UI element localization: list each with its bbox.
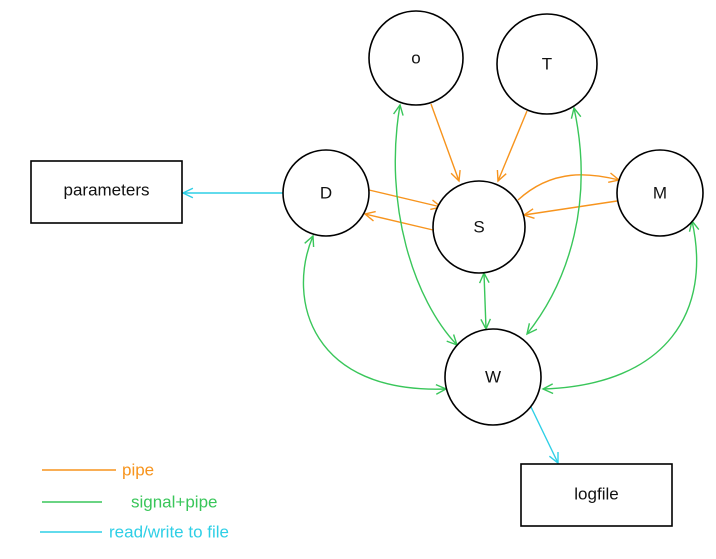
edge-t-to-s bbox=[497, 110, 528, 182]
legend: pipe signal+pipe read/write to file bbox=[40, 461, 229, 542]
edge-s-to-m bbox=[517, 174, 620, 201]
node-t-circle bbox=[496, 13, 598, 115]
node-m-label: M bbox=[653, 184, 667, 203]
nodes-layer: o T D S M W parameters logfile bbox=[30, 10, 704, 527]
edge-w-to-logfile-arrowhead bbox=[548, 452, 559, 465]
node-m: M bbox=[616, 149, 704, 237]
node-s-label: S bbox=[473, 218, 484, 237]
node-w-circle bbox=[444, 328, 542, 426]
edge-d-to-w bbox=[302, 235, 447, 390]
edge-t-to-w-arrowhead-start bbox=[570, 106, 582, 119]
box-parameters-rect bbox=[30, 160, 183, 224]
node-o: o bbox=[368, 10, 464, 106]
node-w-label: W bbox=[485, 368, 501, 387]
edge-s-to-d-arrowhead bbox=[363, 210, 376, 222]
node-d: D bbox=[282, 149, 370, 237]
edge-d-to-s bbox=[368, 189, 442, 208]
box-logfile: logfile bbox=[520, 463, 673, 527]
node-d-circle bbox=[282, 149, 370, 237]
node-w: W bbox=[444, 328, 542, 426]
node-o-label: o bbox=[411, 49, 420, 68]
edge-o-to-s-arrowhead bbox=[450, 170, 461, 183]
edge-t-to-w bbox=[526, 107, 582, 335]
node-t: T bbox=[496, 13, 598, 115]
edge-d-to-parameters-arrowhead bbox=[181, 187, 194, 199]
node-d-label: D bbox=[320, 184, 332, 203]
node-t-label: T bbox=[542, 55, 552, 74]
legend-label-file: read/write to file bbox=[109, 523, 229, 542]
box-logfile-rect bbox=[520, 463, 673, 527]
edge-o-to-w bbox=[394, 104, 458, 346]
legend-label-signal-pipe: signal+pipe bbox=[131, 493, 218, 512]
node-m-circle bbox=[616, 149, 704, 237]
edge-m-to-w-arrowhead bbox=[541, 383, 554, 395]
node-o-circle bbox=[368, 10, 464, 106]
node-s: S bbox=[432, 180, 526, 274]
edge-s-to-w bbox=[483, 272, 487, 330]
node-s-circle bbox=[432, 180, 526, 274]
edge-d-to-w-arrowhead-start bbox=[304, 234, 315, 248]
edge-t-to-w-arrowhead bbox=[525, 323, 538, 336]
legend-label-pipe: pipe bbox=[122, 461, 154, 480]
edge-s-to-d bbox=[364, 213, 434, 231]
box-logfile-label: logfile bbox=[574, 485, 618, 504]
box-parameters: parameters bbox=[30, 160, 183, 224]
edge-w-to-logfile bbox=[530, 406, 559, 464]
edge-m-to-w bbox=[542, 220, 698, 390]
edge-o-to-w-arrowhead-start bbox=[393, 103, 404, 116]
edge-o-to-s bbox=[430, 103, 460, 182]
edges-layer bbox=[181, 103, 700, 465]
edge-m-to-s bbox=[523, 200, 618, 216]
edge-t-to-s-arrowhead bbox=[496, 169, 507, 183]
box-parameters-label: parameters bbox=[64, 181, 150, 200]
